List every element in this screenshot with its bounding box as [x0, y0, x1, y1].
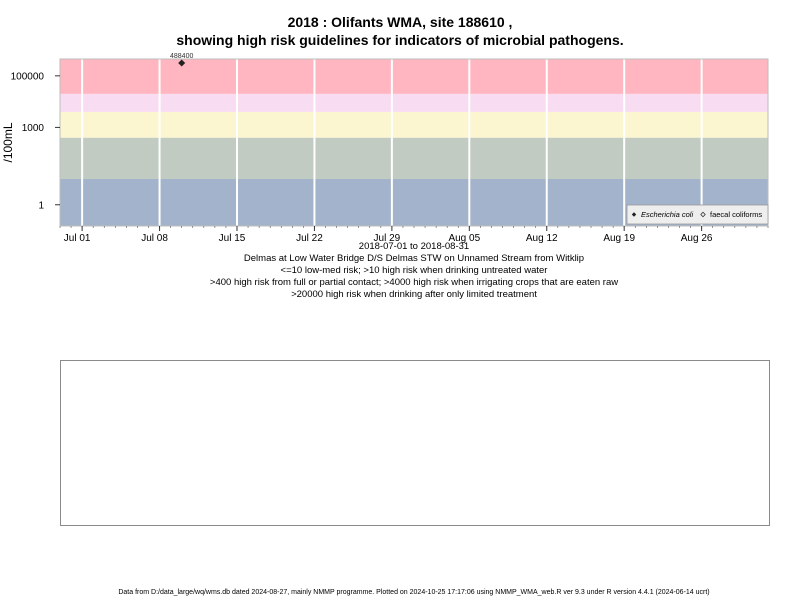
- x-tick-label: Aug 12: [526, 233, 558, 244]
- chart-title-line1: 2018 : Olifants WMA, site 188610 ,: [287, 14, 513, 30]
- y-axis-label: /100mL: [1, 122, 15, 162]
- x-tick-label: Jul 08: [141, 233, 168, 244]
- x-tick-label: Jul 29: [374, 233, 401, 244]
- legend-marker-faecal: [700, 211, 706, 218]
- legend-box: [626, 204, 769, 225]
- risk-band: [60, 59, 768, 94]
- x-tick-label: Jul 22: [296, 233, 323, 244]
- y-tick-label: 1000: [22, 123, 45, 134]
- chart-plot: Jul 01 Jul 08 Jul 15 Jul 22 Jul 29 Aug 05 Aug …: [1, 53, 769, 244]
- risk-band: [60, 93, 768, 112]
- data-point-ecoli: [178, 59, 186, 67]
- legend-marker-ecoli: [631, 212, 637, 217]
- caption-site: Delmas at Low Water Bridge D/S Delmas ST…: [243, 253, 585, 264]
- caption-date-range: 2018-07-01 to 2018-08-31: [358, 241, 470, 252]
- y-tick-label: 1: [38, 200, 44, 211]
- chart-title-line2: showing high risk guidelines for indicat…: [176, 32, 624, 48]
- x-tick-label: Aug 05: [448, 233, 480, 244]
- data-point-label: 488400: [170, 53, 193, 60]
- footer-note: Data from D:/data_large/wq/wms.db dated …: [118, 589, 710, 596]
- caption-guideline-contact: >400 high risk from full or partial cont…: [209, 277, 619, 288]
- x-tick-label: Aug 26: [681, 233, 713, 244]
- legend-label-faecal: faecal coliforms: [710, 210, 762, 219]
- risk-band: [60, 111, 768, 138]
- caption-guideline-drinking: <=10 low-med risk; >10 high risk when dr…: [280, 265, 548, 276]
- y-tick-label: 100000: [11, 71, 45, 82]
- caption-guideline-treatment: >20000 high risk when drinking after onl…: [291, 289, 537, 300]
- risk-band: [60, 137, 768, 179]
- x-tick-label: Jul 01: [64, 233, 91, 244]
- legend-label-ecoli: Escherichia coli: [641, 210, 693, 219]
- x-tick-label: Jul 15: [219, 233, 246, 244]
- x-tick-label: Aug 19: [603, 233, 635, 244]
- empty-panel: [60, 360, 770, 526]
